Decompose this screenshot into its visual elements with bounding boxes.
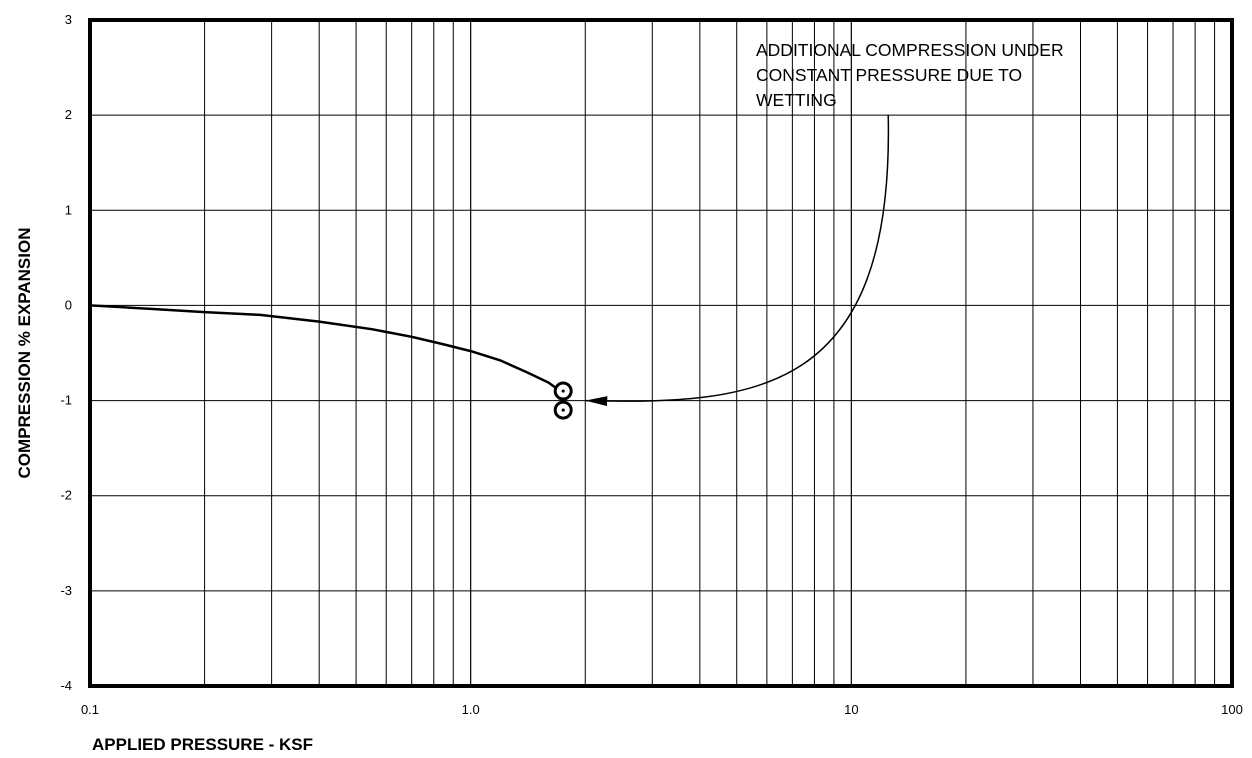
y-tick-label: -1 (60, 393, 72, 408)
x-tick-label: 0.1 (81, 702, 99, 717)
y-tick-label: -2 (60, 488, 72, 503)
annotation-arrow (585, 115, 890, 407)
data-layer (89, 304, 573, 420)
annotation-text: ADDITIONAL COMPRESSION UNDER (756, 40, 1064, 60)
data-point-center (561, 408, 565, 412)
y-tick-label: 0 (65, 297, 72, 312)
x-tick-label: 10 (844, 702, 858, 717)
y-tick-label: -4 (60, 678, 72, 693)
x-tick-label: 1.0 (462, 702, 480, 717)
y-tick-label: 3 (65, 12, 72, 27)
annotation-text: WETTING (756, 90, 837, 110)
y-tick-label: 1 (65, 202, 72, 217)
data-point-center (561, 389, 565, 393)
y-axis-title: COMPRESSION % EXPANSION (15, 228, 34, 479)
x-tick-label: 100 (1221, 702, 1243, 717)
y-tick-label: 2 (65, 107, 72, 122)
plot-frame (88, 18, 1234, 688)
y-tick-label: -3 (60, 583, 72, 598)
x-axis-title: APPLIED PRESSURE - KSF (92, 735, 313, 754)
annotation-text: CONSTANT PRESSURE DUE TO (756, 65, 1022, 85)
grid-lines (90, 20, 1232, 686)
annotation-layer: ADDITIONAL COMPRESSION UNDER CONSTANT PRE… (585, 40, 1064, 407)
data-line (89, 304, 562, 393)
